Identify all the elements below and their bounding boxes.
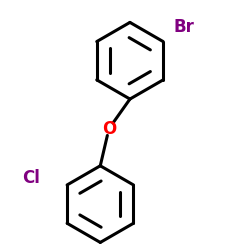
Text: O: O bbox=[102, 120, 116, 138]
Text: Cl: Cl bbox=[22, 169, 40, 187]
Text: Br: Br bbox=[173, 18, 194, 36]
